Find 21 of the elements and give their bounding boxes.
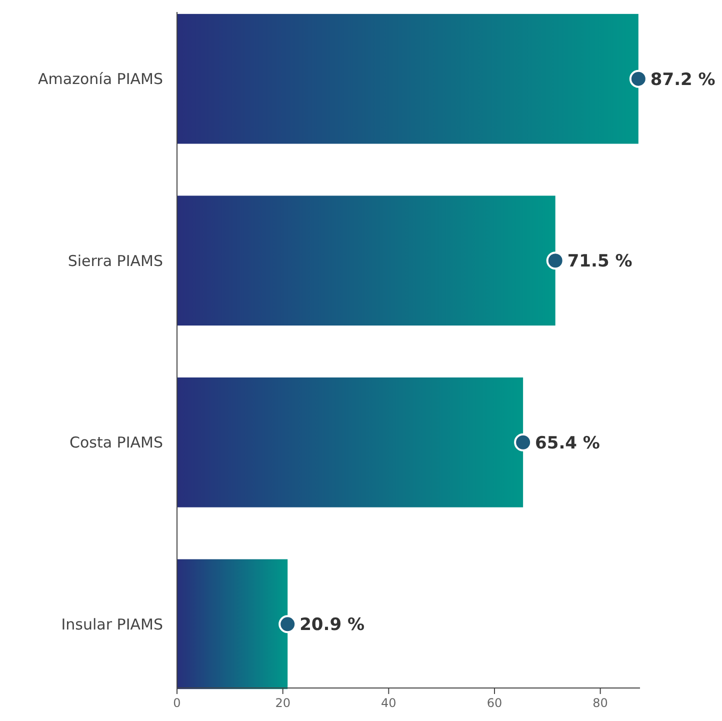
point (514, 433, 532, 452)
x-tick-label: 40 (381, 696, 396, 710)
y-tick-label: Insular PIAMS (61, 615, 163, 634)
point (278, 615, 297, 634)
x-tick-label: 60 (486, 696, 502, 710)
bar (177, 14, 638, 144)
data-label: 87.2 % (650, 70, 716, 90)
y-tick-label: Amazonía PIAMS (38, 70, 163, 88)
bar (177, 377, 524, 508)
y-tick-label: Costa PIAMS (69, 434, 163, 452)
y-tick-label: Sierra PIAMS (68, 252, 163, 270)
point (546, 252, 564, 270)
x-tick-label: 0 (173, 696, 181, 710)
data-label: 20.9 % (300, 615, 364, 636)
x-tick-label: 80 (592, 696, 608, 710)
x-tick-label: 20 (275, 696, 290, 710)
bar (177, 559, 288, 690)
data-label: 65.4 % (535, 433, 600, 454)
data-label: 71.5 % (567, 252, 632, 272)
point (629, 70, 648, 88)
bar (177, 196, 556, 326)
